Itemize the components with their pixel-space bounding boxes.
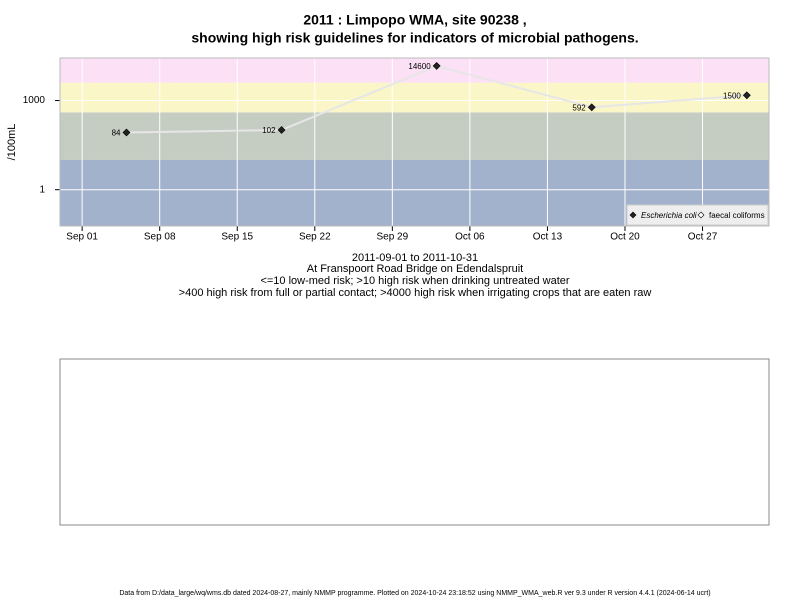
data-point	[122, 128, 131, 137]
x-tick-label: Sep 01	[66, 232, 98, 243]
subtitle: >400 high risk from full or partial cont…	[179, 287, 652, 299]
y-axis-label: /100mL	[6, 124, 18, 161]
x-tick-label: Sep 29	[376, 232, 408, 243]
x-tick-label: Oct 06	[455, 232, 485, 243]
data-point	[587, 103, 596, 112]
x-tick-label: Sep 15	[221, 232, 253, 243]
x-tick-label: Oct 20	[610, 232, 640, 243]
risk-band	[60, 112, 769, 160]
risk-band	[60, 82, 769, 113]
data-point	[432, 62, 441, 70]
subtitle: 2011-09-01 to 2011-10-31	[352, 252, 478, 264]
legend-marker	[697, 211, 705, 219]
x-tick-label: Sep 22	[299, 232, 331, 243]
data-label: 14600	[408, 62, 431, 71]
data-label: 102	[262, 126, 276, 135]
data-label: 1500	[723, 91, 741, 100]
legend-marker	[629, 211, 637, 219]
plot-frame	[59, 57, 770, 227]
data-point	[277, 126, 286, 134]
x-tick-label: Sep 08	[144, 232, 176, 243]
data-label: 592	[572, 103, 586, 112]
legend-box	[626, 204, 769, 226]
empty-panel	[59, 358, 770, 526]
y-tick-label: 1000	[23, 95, 46, 106]
legend-label: Escherichia coli	[641, 211, 697, 220]
subtitle: <=10 low-med risk; >10 high risk when dr…	[260, 275, 569, 287]
x-tick-label: Oct 27	[688, 232, 718, 243]
legend-label: faecal coliforms	[709, 211, 765, 220]
footer: Data from D:/data_large/wq/wms.db dated …	[119, 590, 710, 597]
chart-title: 2011 : Limpopo WMA, site 90238 ,	[303, 12, 526, 28]
y-tick-label: 1	[39, 184, 45, 195]
risk-band	[60, 58, 769, 83]
chart-title-2: showing high risk guidelines for indicat…	[191, 30, 638, 46]
x-tick-label: Oct 13	[533, 232, 563, 243]
data-label: 84	[112, 129, 121, 138]
data-point	[742, 91, 751, 100]
subtitle: At Franspoort Road Bridge on Edendalspru…	[307, 263, 523, 275]
